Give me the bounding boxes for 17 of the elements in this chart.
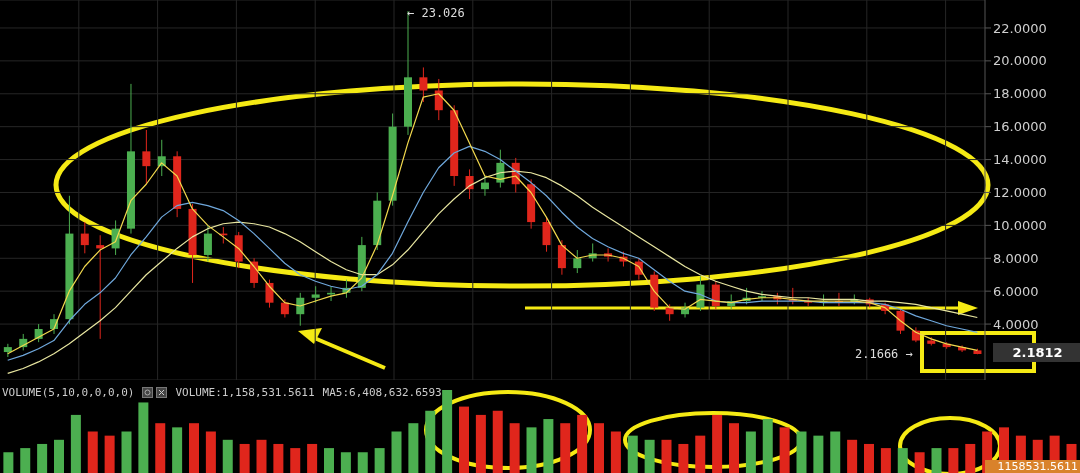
y-tick-label: 16.0000	[993, 119, 1047, 135]
y-tick-label: 14.0000	[993, 152, 1047, 168]
y-tick-label: 8.0000	[993, 250, 1039, 266]
y-tick-label: 4.0000	[993, 316, 1039, 332]
annotation: VOLUME:1,158,531.5611	[175, 386, 315, 399]
y-tick-label: 20.0000	[993, 53, 1047, 69]
annotation: MA5:6,408,632.6593	[322, 386, 442, 399]
annotation: VOLUME(5,10,0,0,0,0)	[2, 386, 135, 399]
text: 2.1812	[993, 343, 1080, 362]
y-tick-label: 18.0000	[993, 86, 1047, 102]
annotation: 1158531.5611	[985, 460, 1080, 473]
y-tick-label: 12.0000	[993, 185, 1047, 201]
annotation: 2.1666 →	[854, 346, 914, 363]
y-tick-label: 22.0000	[993, 20, 1047, 36]
y-tick-label: 6.0000	[993, 283, 1039, 299]
y-tick-label: 10.0000	[993, 217, 1047, 233]
annotation: ← 23.026	[406, 5, 466, 22]
